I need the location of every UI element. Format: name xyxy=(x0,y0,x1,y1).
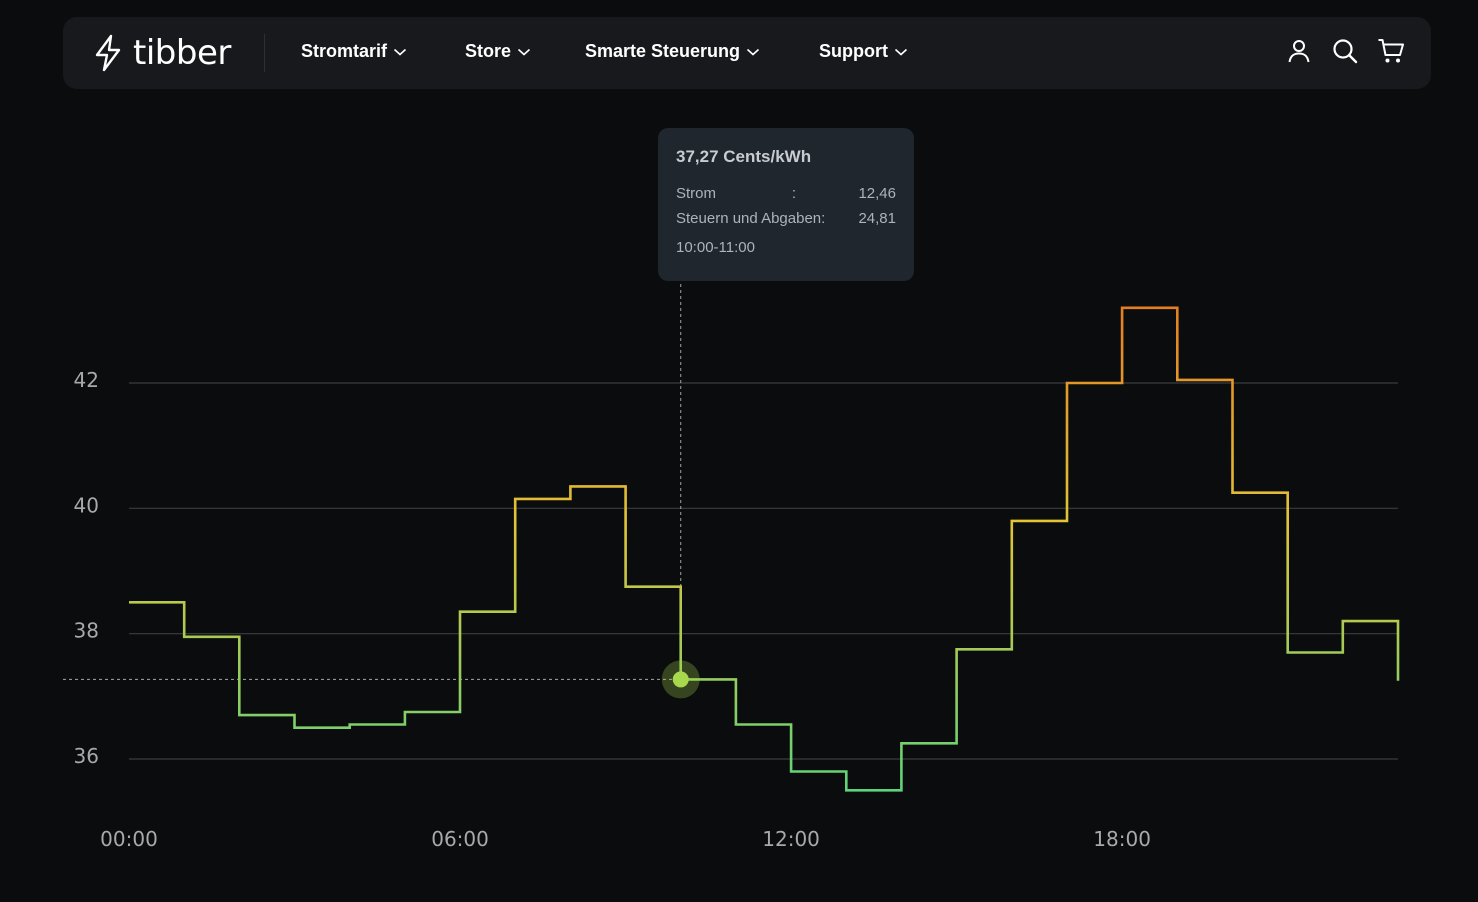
cart-icon[interactable] xyxy=(1377,37,1405,65)
nav-item-support[interactable]: Support xyxy=(819,41,908,62)
x-tick-label: 00:00 xyxy=(100,827,158,851)
price-tooltip: 37,27 Cents/kWh Strom : 12,46 Steuern un… xyxy=(658,128,914,281)
logo-text: tibber xyxy=(133,33,231,73)
nav-icons xyxy=(1285,37,1405,65)
tibber-logo[interactable]: tibber xyxy=(93,33,231,73)
lightning-icon xyxy=(93,34,123,72)
nav-divider xyxy=(264,34,265,72)
nav-item-label: Smarte Steuerung xyxy=(585,41,741,61)
tooltip-value: 12,46 xyxy=(858,185,896,202)
grid-lines xyxy=(129,382,1398,760)
tooltip-separator: : xyxy=(791,185,796,202)
data-point-marker xyxy=(672,671,689,688)
search-icon[interactable] xyxy=(1331,37,1359,65)
x-tick-label: 18:00 xyxy=(1093,827,1151,851)
tooltip-row-strom: Strom : 12,46 xyxy=(676,181,896,206)
chevron-down-icon xyxy=(517,41,531,62)
y-axis: 36 38 40 42 xyxy=(74,368,99,768)
y-tick-label: 42 xyxy=(74,368,99,392)
navbar: tibber Stromtarif Store Smarte Steuerung… xyxy=(63,17,1431,89)
price-series xyxy=(129,306,1400,792)
tooltip-time: 10:00-11:00 xyxy=(676,239,755,256)
chevron-down-icon xyxy=(393,41,407,62)
nav-item-smarte-steuerung[interactable]: Smarte Steuerung xyxy=(585,41,760,62)
nav-item-store[interactable]: Store xyxy=(465,41,531,62)
tooltip-label: Steuern und Abgaben: xyxy=(676,210,826,227)
highlight-marker xyxy=(661,660,700,699)
tooltip-row-steuern: Steuern und Abgaben: 24,81 xyxy=(676,206,896,231)
user-icon[interactable] xyxy=(1285,37,1313,65)
y-tick-label: 38 xyxy=(74,619,99,643)
nav-item-label: Stromtarif xyxy=(301,41,388,61)
nav-item-stromtarif[interactable]: Stromtarif xyxy=(301,41,407,62)
x-axis: 00:00 06:00 12:00 18:00 xyxy=(100,827,1151,851)
tooltip-title: 37,27 Cents/kWh xyxy=(676,147,812,166)
chevron-down-icon xyxy=(746,41,760,62)
chevron-down-icon xyxy=(894,41,908,62)
tooltip-value: 24,81 xyxy=(858,210,896,227)
crosshair xyxy=(63,272,682,680)
y-tick-label: 36 xyxy=(74,744,99,768)
y-tick-label: 40 xyxy=(74,493,99,517)
nav-item-label: Support xyxy=(819,41,888,61)
x-tick-label: 06:00 xyxy=(431,827,489,851)
tooltip-label: Strom xyxy=(676,185,717,202)
nav-item-label: Store xyxy=(465,41,512,61)
step-line xyxy=(129,306,1400,792)
x-tick-label: 12:00 xyxy=(762,827,820,851)
